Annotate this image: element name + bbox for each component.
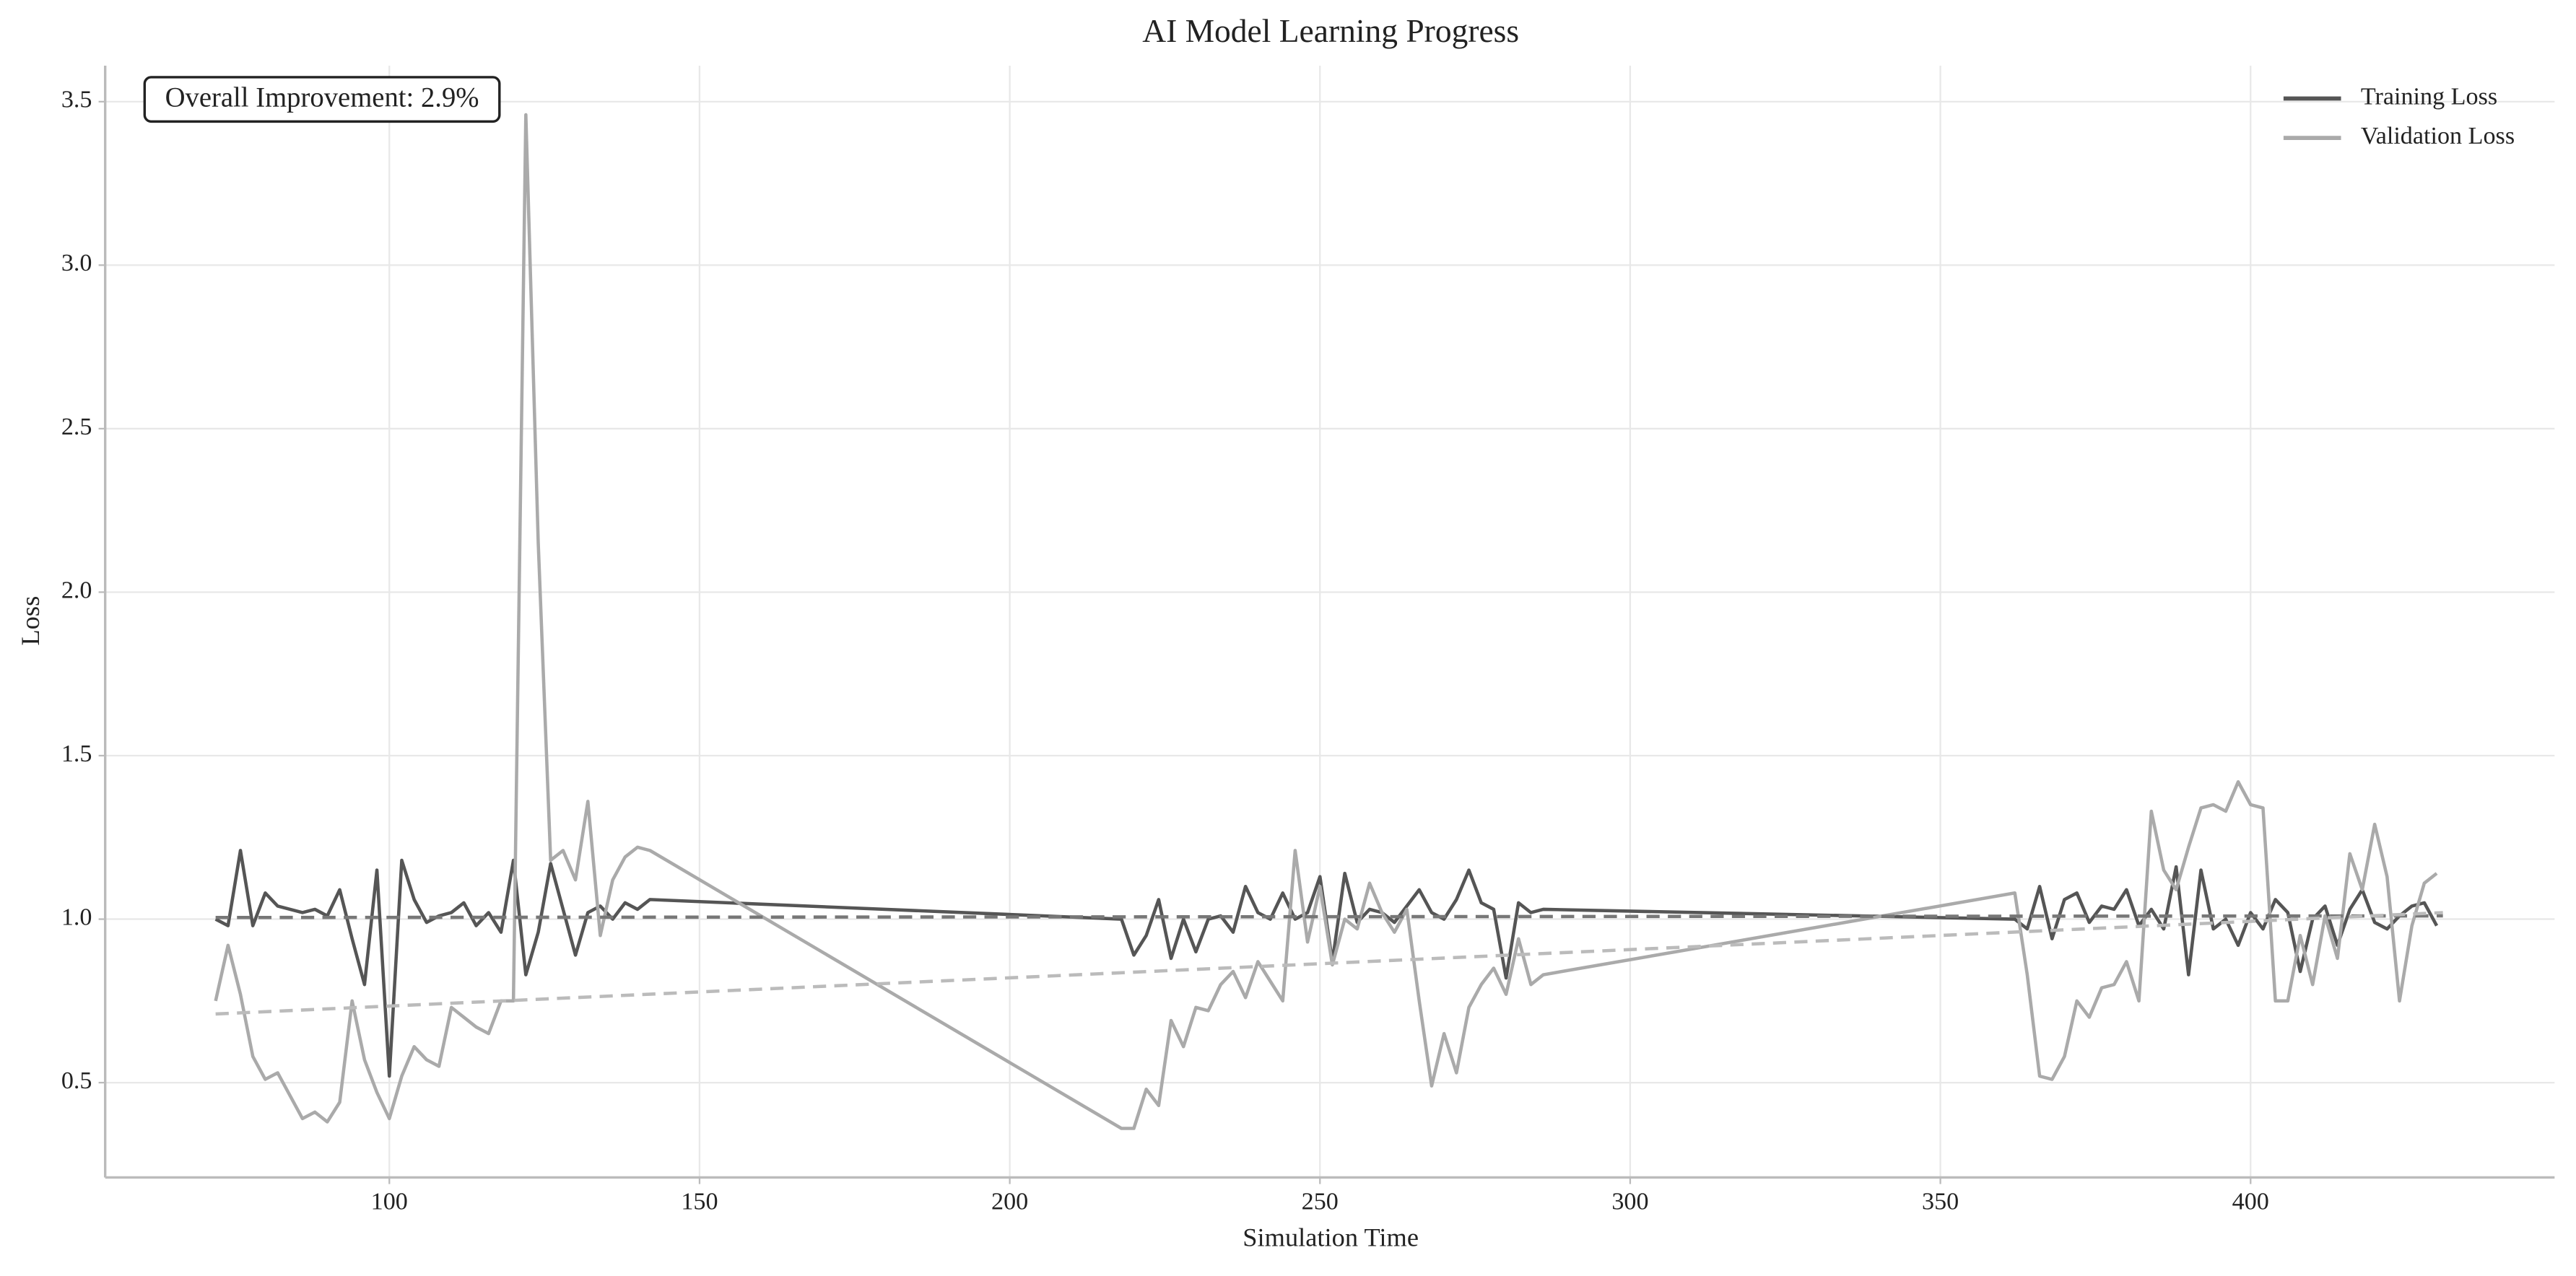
y-tick-label: 2.5: [61, 414, 92, 440]
data-line: [214, 113, 2438, 1130]
trend-line: [215, 911, 2443, 1016]
y-tick-label: 1.0: [61, 904, 92, 930]
x-tick-label: 100: [371, 1189, 408, 1215]
y-tick-label: 3.5: [61, 87, 92, 113]
x-tick-label: 250: [1302, 1189, 1339, 1215]
y-tick-label: 3.0: [61, 250, 92, 276]
x-axis-label: Simulation Time: [1243, 1223, 1419, 1251]
legend-label: Validation Loss: [2361, 123, 2515, 149]
x-tick-label: 350: [1922, 1189, 1959, 1215]
y-tick-label: 0.5: [61, 1067, 92, 1094]
chart-title: AI Model Learning Progress: [1142, 12, 1519, 49]
trend-line: [215, 914, 2443, 919]
annotation: Overall Improvement: 2.9%: [165, 83, 479, 113]
x-tick-label: 400: [2232, 1189, 2269, 1215]
x-tick-label: 200: [991, 1189, 1028, 1215]
annotation-box: [143, 76, 501, 123]
legend-label: Training Loss: [2361, 83, 2497, 110]
x-tick-label: 150: [681, 1189, 718, 1215]
y-tick-label: 2.0: [61, 577, 92, 603]
y-axis-label: Loss: [16, 596, 45, 646]
x-tick-label: 300: [1611, 1189, 1648, 1215]
y-tick-label: 1.5: [61, 740, 92, 767]
